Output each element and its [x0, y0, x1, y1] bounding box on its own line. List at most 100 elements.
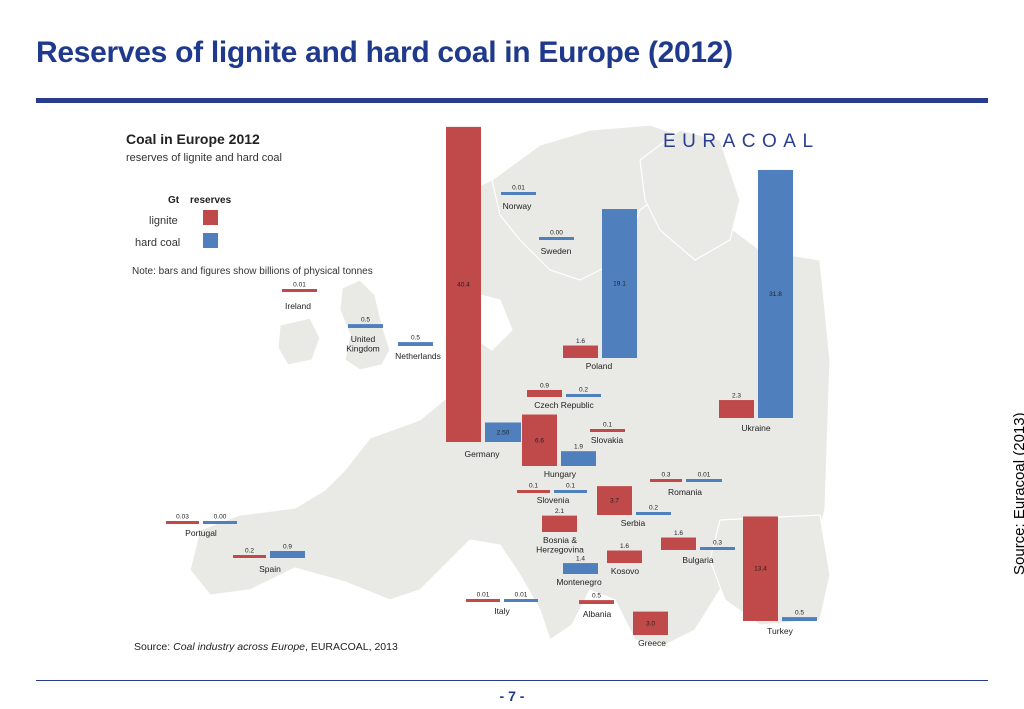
portugal-hardcoal-bar: [203, 521, 237, 524]
united-kingdom-hardcoal-bar: [348, 324, 383, 328]
romania-lignite-bar: [650, 479, 682, 482]
poland-lignite-value: 1.6: [576, 338, 585, 345]
italy-lignite-bar: [466, 599, 500, 602]
ireland-land: [277, 317, 321, 366]
norway-hardcoal-bar: [501, 192, 536, 195]
germany-hardcoal-value: 2.50: [497, 429, 510, 436]
united-kingdom-name: United Kingdom: [346, 334, 380, 354]
portugal-name: Portugal: [185, 528, 217, 538]
kosovo-name: Kosovo: [611, 566, 640, 576]
sweden-hardcoal-bar: [539, 237, 574, 240]
greece-name: Greece: [638, 638, 666, 648]
ireland-name: Ireland: [285, 301, 311, 311]
portugal-lignite-value: 0.03: [176, 514, 189, 521]
bosnia-herzegovina-name: Bosnia & Herzegovina: [536, 535, 584, 555]
euracoal-logo: EURACOAL: [663, 131, 820, 152]
ireland-lignite-bar: [282, 289, 317, 292]
germany-lignite-value: 40.4: [457, 281, 470, 288]
ukraine-lignite-bar: [719, 400, 754, 418]
spain-lignite-bar: [233, 555, 266, 558]
netherlands-hardcoal-bar: [398, 342, 433, 346]
serbia-hardcoal-bar: [636, 512, 671, 515]
chart-source: Source: Coal industry across Europe, EUR…: [134, 641, 398, 653]
turkey-lignite-value: 13.4: [754, 566, 767, 573]
bulgaria-lignite-bar: [661, 537, 696, 550]
albania-lignite-bar: [579, 600, 614, 604]
page-number: - 7 -: [499, 688, 525, 704]
bars-layer: 0.01 Norway 0.00 Sweden 0.01 Ireland 0.5 United…: [166, 126, 817, 648]
poland-hardcoal-bar: [602, 209, 637, 358]
turkey-name: Turkey: [767, 626, 793, 636]
albania-lignite-value: 0.5: [592, 593, 601, 600]
slovenia-hardcoal-value: 0.1: [566, 483, 575, 490]
legend-note: Note: bars and figures show billions of …: [132, 266, 373, 277]
hungary-lignite-bar: [522, 414, 557, 466]
serbia-name: Serbia: [621, 518, 646, 528]
slovakia-lignite-bar: [590, 429, 625, 432]
czech-republic-lignite-bar: [527, 389, 562, 397]
montenegro-hardcoal-bar: [563, 563, 598, 574]
czech-republic-hardcoal-value: 0.2: [579, 387, 588, 394]
hungary-name: Hungary: [544, 469, 577, 479]
ireland-lignite-value: 0.01: [293, 282, 306, 289]
czech-republic-name: Czech Republic: [534, 400, 594, 410]
turkey-hardcoal-value: 0.5: [795, 610, 804, 617]
bosnia-herzegovina-lignite-bar: [542, 515, 577, 532]
italy-name: Italy: [494, 606, 510, 616]
germany-hardcoal-bar: [485, 422, 521, 442]
slide-title: Reserves of lignite and hard coal in Eur…: [36, 36, 733, 69]
europe-land: [189, 124, 830, 646]
slovenia-name: Slovenia: [537, 495, 570, 505]
czech-republic-hardcoal-bar: [566, 394, 601, 397]
bosnia-herzegovina-lignite-value: 2.1: [555, 508, 564, 515]
bulgaria-hardcoal-value: 0.3: [713, 540, 722, 547]
spain-name: Spain: [259, 564, 281, 574]
spain-hardcoal-value: 0.9: [283, 543, 292, 550]
slovenia-lignite-value: 0.1: [529, 483, 538, 490]
portugal-lignite-bar: [166, 521, 199, 524]
hungary-hardcoal-value: 1.9: [574, 444, 583, 451]
legend-reserves: reserves: [190, 195, 232, 206]
czech-republic-lignite-value: 0.9: [540, 382, 549, 389]
sweden-name: Sweden: [541, 246, 572, 256]
romania-hardcoal-value: 0.01: [698, 472, 711, 479]
kosovo-lignite-bar: [607, 550, 642, 563]
legend-lignite-label: lignite: [149, 215, 178, 227]
bulgaria-lignite-value: 1.6: [674, 530, 683, 537]
romania-lignite-value: 0.3: [661, 472, 670, 479]
slovenia-lignite-bar: [517, 490, 550, 493]
coal-map-chart: Coal in Europe 2012 reserves of lignite …: [120, 120, 830, 660]
romania-hardcoal-bar: [686, 479, 722, 482]
serbia-lignite-bar: [597, 486, 632, 515]
chart-legend: Coal in Europe 2012 reserves of lignite …: [126, 131, 373, 277]
montenegro-name: Montenegro: [556, 577, 602, 587]
bulgaria-name: Bulgaria: [682, 555, 713, 565]
italy-lignite-value: 0.01: [477, 592, 490, 599]
slovenia-hardcoal-bar: [554, 490, 587, 493]
greece-lignite-bar: [633, 611, 668, 635]
germany-lignite-bar: [446, 126, 481, 442]
ukraine-name: Ukraine: [741, 423, 771, 433]
legend-hardcoal-swatch: [203, 233, 218, 248]
kosovo-lignite-value: 1.6: [620, 543, 629, 550]
poland-lignite-bar: [563, 345, 598, 358]
sweden-hardcoal-value: 0.00: [550, 230, 563, 237]
legend-unit: Gt: [168, 195, 180, 206]
greece-lignite-value: 3.0: [646, 620, 655, 627]
italy-hardcoal-value: 0.01: [515, 592, 528, 599]
netherlands-hardcoal-value: 0.5: [411, 335, 420, 342]
italy-hardcoal-bar: [504, 599, 538, 602]
netherlands-name: Netherlands: [395, 351, 441, 361]
turkey-hardcoal-bar: [782, 617, 817, 621]
spain-lignite-value: 0.2: [245, 548, 254, 555]
poland-hardcoal-value: 19.1: [613, 281, 626, 288]
ukraine-hardcoal-value: 31.8: [769, 291, 782, 298]
bulgaria-hardcoal-bar: [700, 547, 735, 550]
spain-hardcoal-bar: [270, 550, 305, 558]
legend-hardcoal-label: hard coal: [135, 237, 180, 249]
albania-name: Albania: [583, 609, 612, 619]
slovakia-lignite-value: 0.1: [603, 422, 612, 429]
map-svg: Coal in Europe 2012 reserves of lignite …: [126, 124, 830, 653]
norway-name: Norway: [503, 201, 533, 211]
ukraine-hardcoal-bar: [758, 169, 793, 418]
